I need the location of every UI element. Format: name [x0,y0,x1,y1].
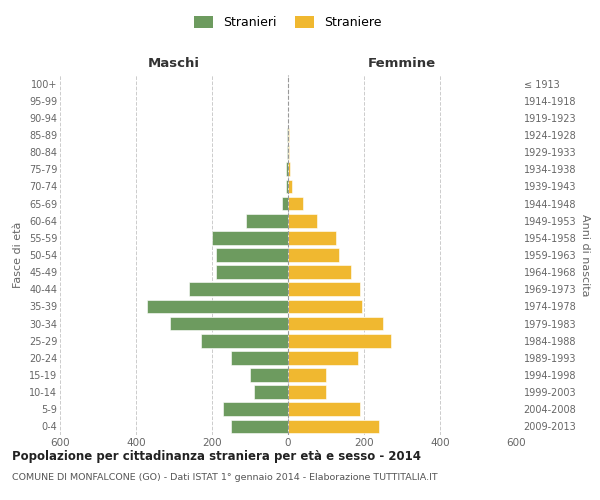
Bar [288,231,335,244]
Bar [216,248,288,262]
Bar [189,282,288,296]
Bar [288,402,360,416]
Y-axis label: Fasce di età: Fasce di età [13,222,23,288]
Bar [288,300,362,314]
Bar [288,162,290,176]
Legend: Stranieri, Straniere: Stranieri, Straniere [190,11,386,34]
Bar [288,334,391,347]
Bar [288,180,292,194]
Bar [286,180,288,194]
Bar [246,214,288,228]
Bar [287,128,288,142]
Bar [288,368,326,382]
Text: Femmine: Femmine [368,57,436,70]
Bar [288,248,340,262]
Bar [288,420,379,434]
Bar [212,231,288,244]
Bar [288,386,326,399]
Text: Maschi: Maschi [148,57,200,70]
Bar [288,316,383,330]
Text: Popolazione per cittadinanza straniera per età e sesso - 2014: Popolazione per cittadinanza straniera p… [12,450,421,463]
Bar [288,266,350,279]
Bar [288,146,289,159]
Bar [287,146,288,159]
Bar [231,420,288,434]
Text: COMUNE DI MONFALCONE (GO) - Dati ISTAT 1° gennaio 2014 - Elaborazione TUTTITALIA: COMUNE DI MONFALCONE (GO) - Dati ISTAT 1… [12,472,437,482]
Bar [288,128,289,142]
Bar [148,300,288,314]
Bar [200,334,288,347]
Y-axis label: Anni di nascita: Anni di nascita [580,214,590,296]
Bar [223,402,288,416]
Bar [288,282,360,296]
Bar [231,351,288,364]
Bar [288,196,303,210]
Bar [288,214,317,228]
Bar [283,196,288,210]
Bar [288,351,358,364]
Bar [286,162,288,176]
Bar [170,316,288,330]
Bar [216,266,288,279]
Bar [254,386,288,399]
Bar [250,368,288,382]
